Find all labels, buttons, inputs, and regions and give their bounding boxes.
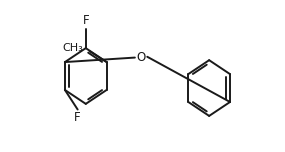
Text: O: O — [137, 51, 146, 64]
Text: F: F — [82, 14, 89, 27]
Text: CH₃: CH₃ — [62, 43, 83, 53]
Text: F: F — [74, 111, 81, 124]
